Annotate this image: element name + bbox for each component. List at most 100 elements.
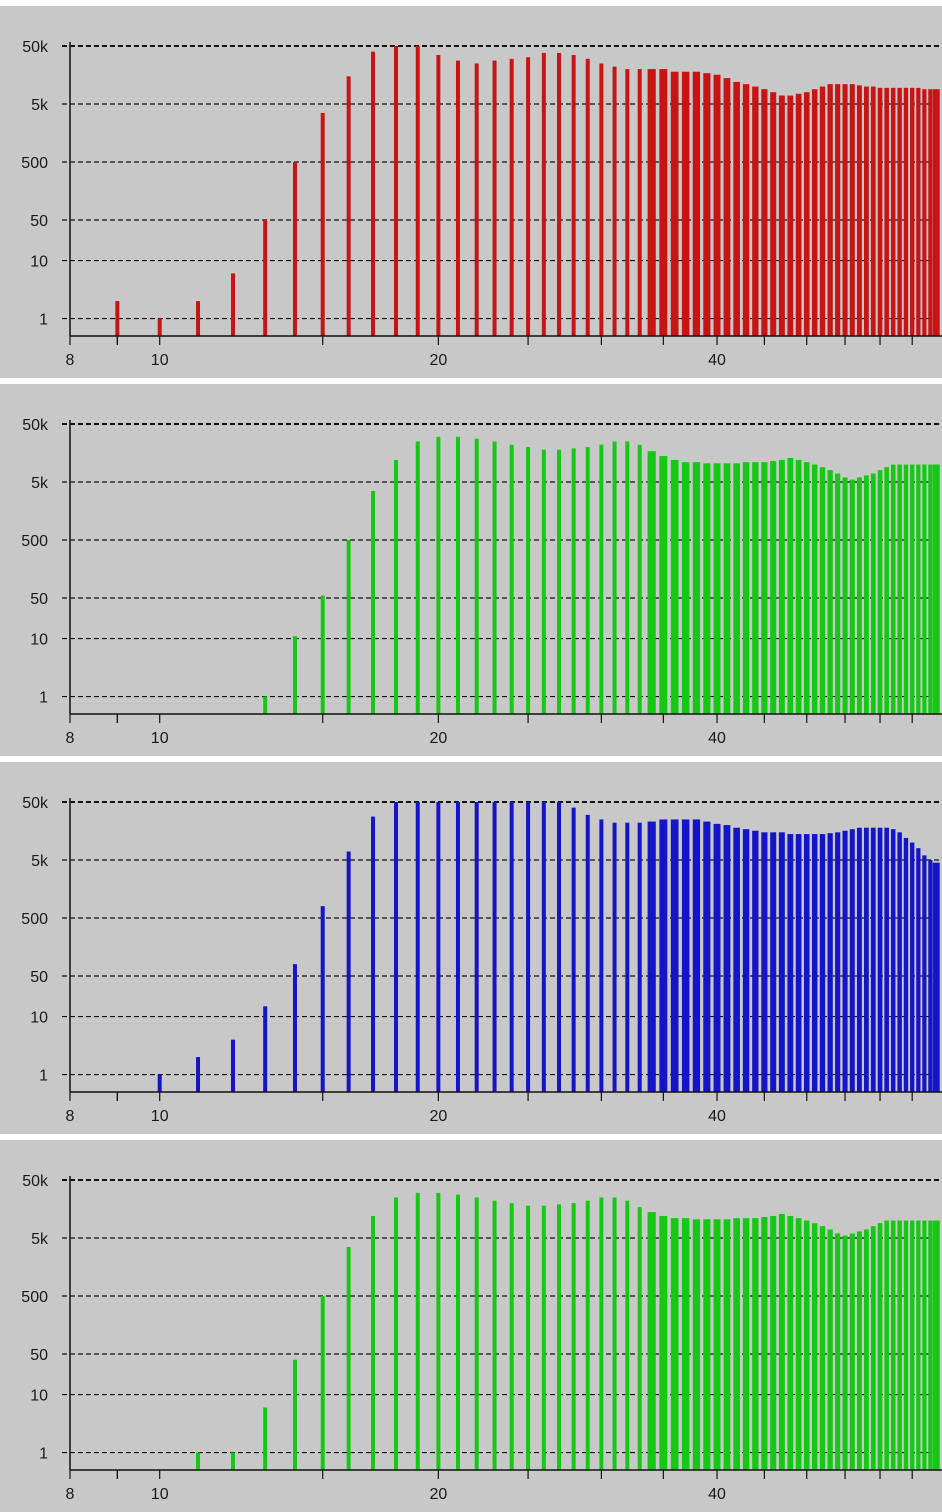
histogram-bar [742, 829, 750, 1092]
histogram-bar [910, 87, 915, 336]
histogram-bar [733, 827, 740, 1092]
y-tick-label: 50k [22, 795, 49, 812]
histogram-bar [916, 87, 921, 336]
histogram-bar [659, 1215, 668, 1470]
histogram-bar [916, 848, 921, 1092]
histogram-bar [492, 1200, 497, 1470]
histogram-bar [884, 467, 889, 714]
histogram-bar [811, 834, 818, 1092]
histogram-bar [897, 832, 902, 1092]
histogram-bar [415, 46, 420, 336]
histogram-bar [819, 86, 826, 337]
histogram-bar [849, 479, 855, 714]
histogram-bar [612, 441, 617, 714]
histogram-bar [827, 1229, 833, 1470]
histogram-bar [647, 69, 656, 337]
histogram-panel-blue: 1 10 50 500 5k 50k 8 10 20 40 [0, 762, 942, 1134]
histogram-bar [196, 1057, 201, 1092]
x-tick-label: 20 [429, 730, 447, 747]
histogram-bar [541, 52, 546, 336]
y-tick-label: 50k [22, 39, 49, 56]
histogram-bar [795, 93, 802, 336]
histogram-bar [371, 51, 376, 336]
histogram-bar [752, 830, 759, 1092]
histogram-bar [474, 438, 479, 714]
histogram-bar [932, 1220, 940, 1470]
histogram-bar [795, 834, 802, 1092]
histogram-bar [723, 78, 731, 337]
histogram-bar [585, 58, 590, 337]
histogram-bar [877, 1223, 883, 1470]
histogram-bar [733, 81, 740, 336]
histogram-bar [877, 470, 883, 714]
histogram-bar [787, 1215, 794, 1470]
histogram-bar [884, 87, 889, 336]
histogram-bar [231, 1039, 236, 1092]
histogram-bar [625, 822, 630, 1092]
histogram-bar [856, 1231, 862, 1470]
histogram-bar [890, 829, 896, 1092]
histogram-bar [795, 1218, 802, 1470]
histogram-bar [742, 84, 750, 336]
histogram-bar [703, 821, 711, 1092]
histogram-bar [761, 89, 768, 337]
histogram-bar [856, 827, 862, 1092]
histogram-bar [863, 1229, 869, 1470]
histogram-bar [509, 1203, 514, 1470]
histogram-bar [436, 54, 441, 336]
y-tick-label: 10 [30, 254, 48, 271]
histogram-bar [778, 1213, 785, 1470]
histogram-bar [681, 1218, 690, 1470]
histogram-bar [723, 825, 731, 1092]
histogram-bar [492, 802, 497, 1092]
histogram-bar [647, 1212, 656, 1470]
histogram-bar [752, 462, 759, 714]
histogram-bar [787, 834, 794, 1092]
histogram-bar [571, 448, 576, 714]
histogram-bar [346, 76, 351, 336]
histogram-bar [827, 84, 833, 336]
y-tick-label: 5k [31, 475, 49, 492]
histogram-bar [692, 462, 701, 714]
histogram-bar [526, 57, 531, 336]
histogram-bar [292, 162, 297, 336]
histogram-bar [910, 1220, 915, 1470]
histogram-panel-red: 1 10 50 500 5k 50k 8 10 20 40 [0, 6, 942, 378]
y-tick-label: 5k [31, 1231, 49, 1248]
histogram-bar [625, 441, 630, 714]
histogram-bar [811, 89, 818, 337]
histogram-bar [637, 822, 642, 1092]
histogram-bar [115, 301, 120, 336]
histogram-bar [320, 1296, 325, 1470]
histogram-bar [637, 1207, 642, 1470]
histogram-bar [922, 89, 927, 337]
histogram-bar [292, 1359, 297, 1470]
panel-divider [0, 1134, 942, 1140]
histogram-bar [922, 855, 927, 1092]
histogram-bar [681, 462, 690, 714]
histogram-bar [916, 464, 921, 714]
histogram-bar [292, 636, 297, 714]
histogram-bar [681, 71, 690, 337]
y-tick-label: 5k [31, 853, 49, 870]
histogram-bar [910, 842, 915, 1092]
histogram-bar [415, 441, 420, 714]
y-tick-label: 1 [39, 690, 48, 707]
histogram-bar [928, 89, 933, 337]
y-tick-label: 5k [31, 97, 49, 114]
y-tick-label: 10 [30, 1010, 48, 1027]
histogram-blue: 1 10 50 500 5k 50k 8 10 20 40 [21, 795, 942, 1125]
histogram-bar [585, 1200, 590, 1470]
histogram-bar [835, 1233, 841, 1470]
histogram-bar [870, 86, 876, 337]
histogram-bar [778, 832, 785, 1092]
panel-divider [0, 378, 942, 384]
histogram-bar [842, 830, 848, 1092]
histogram-bar [557, 802, 562, 1092]
x-tick-label: 20 [429, 352, 447, 369]
histogram-bar [647, 451, 656, 714]
y-tick-label: 50k [22, 1173, 49, 1190]
histogram-bar [803, 834, 810, 1092]
x-tick-label: 20 [429, 1486, 447, 1503]
y-tick-label: 50 [30, 213, 48, 230]
